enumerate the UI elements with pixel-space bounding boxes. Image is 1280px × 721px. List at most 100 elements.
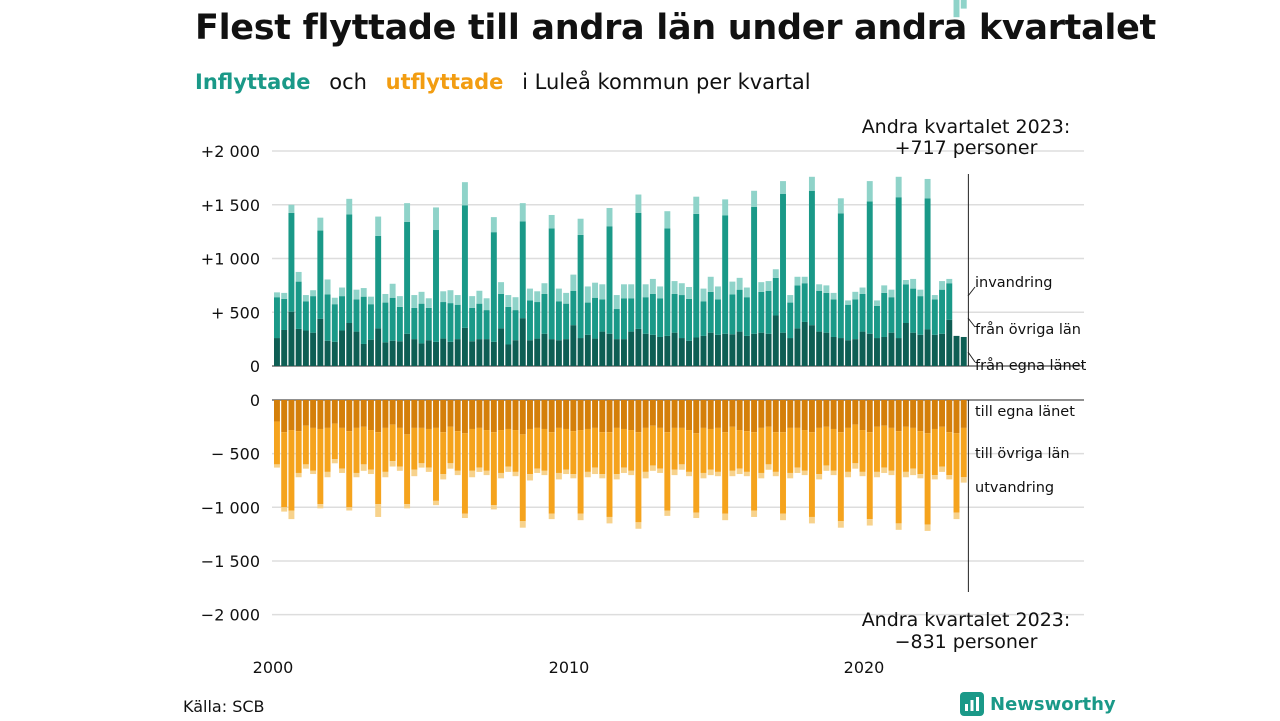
outflow-bar-0 xyxy=(375,400,382,433)
inflow-bar-1 xyxy=(808,190,815,326)
inflow-bar-1 xyxy=(360,296,367,344)
inflow-bar-1 xyxy=(924,198,931,330)
inflow-bar-0 xyxy=(765,333,772,366)
inflow-bar-2 xyxy=(274,292,280,298)
outflow-bar-0 xyxy=(396,400,403,428)
inflow-bar-1 xyxy=(837,213,844,339)
outflow-bar-0 xyxy=(816,400,823,428)
annotation-top-line1: Andra kvartalet 2023: xyxy=(862,116,1071,138)
outflow-bar-2 xyxy=(859,471,866,477)
inflow-bar-0 xyxy=(671,332,678,366)
inflow-bar-1 xyxy=(787,302,794,339)
outflow-bar-2 xyxy=(353,472,360,478)
outflow-bar-1 xyxy=(360,426,367,465)
inflow-bar-2 xyxy=(808,176,815,191)
outflow-bar-2 xyxy=(743,471,750,477)
inflow-bar-1 xyxy=(382,302,389,343)
inflow-bar-2 xyxy=(671,281,678,294)
inflow-bar-1 xyxy=(367,304,374,340)
outflow-bar-2 xyxy=(440,474,447,480)
inflow-bar-0 xyxy=(584,334,591,366)
inflow-bar-0 xyxy=(946,319,953,366)
inflow-bar-1 xyxy=(946,283,953,320)
inflow-bar-0 xyxy=(758,332,765,366)
outflow-bar-1 xyxy=(317,428,324,505)
inflow-bar-0 xyxy=(555,340,562,366)
inflow-bar-2 xyxy=(931,295,938,300)
inflow-bar-0 xyxy=(859,331,866,366)
inflow-bar-0 xyxy=(621,339,627,366)
outflow-bar-1 xyxy=(671,427,678,470)
inflow-bar-0 xyxy=(772,315,779,366)
inflow-bar-2 xyxy=(823,285,830,293)
inflow-bar-0 xyxy=(563,339,570,366)
inflow-bar-2 xyxy=(555,288,562,302)
inflow-bar-0 xyxy=(599,331,606,366)
inflow-bar-0 xyxy=(317,318,324,366)
inflow-bar-1 xyxy=(324,294,331,341)
outflow-bar-1 xyxy=(302,425,309,465)
inflow-bar-0 xyxy=(440,338,447,366)
inflow-bar-1 xyxy=(613,309,620,340)
inflow-bar-0 xyxy=(425,340,432,366)
inflow-bar-2 xyxy=(541,283,548,294)
inflow-bar-1 xyxy=(519,221,526,319)
inflow-bar-0 xyxy=(801,321,808,366)
outflow-bar-2 xyxy=(360,464,367,471)
outflow-bar-1 xyxy=(693,433,700,513)
outflow-bar-2 xyxy=(671,469,678,476)
outflow-bar-1 xyxy=(801,430,808,471)
inflow-bar-0 xyxy=(888,332,895,366)
outflow-bar-0 xyxy=(418,400,425,428)
inflow-bar-1 xyxy=(418,303,425,344)
outflow-bar-2 xyxy=(367,469,374,475)
outflow-bar-1 xyxy=(490,432,497,506)
outflow-bar-0 xyxy=(346,400,353,432)
inflow-bar-0 xyxy=(743,335,750,366)
outflow-bar-2 xyxy=(736,468,743,475)
series-label-bottom: utvandring xyxy=(975,480,1054,496)
inflow-bar-2 xyxy=(396,296,403,307)
outflow-bar-0 xyxy=(628,400,635,431)
inflow-bar-2 xyxy=(902,280,909,285)
outflow-bar-1 xyxy=(613,427,620,475)
inflow-bar-0 xyxy=(678,338,685,366)
outflow-bar-0 xyxy=(693,400,700,434)
outflow-bar-0 xyxy=(498,400,505,431)
inflow-bar-0 xyxy=(396,341,403,366)
inflow-bar-0 xyxy=(302,330,309,366)
outflow-bar-2 xyxy=(780,513,786,521)
outflow-bar-0 xyxy=(527,400,533,429)
outflow-bar-2 xyxy=(476,467,483,472)
inflow-bar-0 xyxy=(490,341,497,366)
outflow-bar-2 xyxy=(302,464,309,469)
outflow-bar-0 xyxy=(295,400,302,432)
outflow-bar-2 xyxy=(483,470,490,476)
inflow-bar-1 xyxy=(657,298,664,337)
outflow-bar-2 xyxy=(801,470,808,476)
outflow-bar-1 xyxy=(592,427,599,468)
inflow-bar-2 xyxy=(714,286,721,300)
outflow-bar-0 xyxy=(714,400,721,428)
outflow-bar-2 xyxy=(281,507,288,512)
outflow-bar-1 xyxy=(483,430,490,471)
inflow-bar-2 xyxy=(628,284,635,299)
inflow-bar-0 xyxy=(845,340,852,366)
inflow-bar-2 xyxy=(599,284,606,300)
outflow-bar-2 xyxy=(881,467,888,473)
outflow-bar-0 xyxy=(678,400,685,428)
inflow-bar-0 xyxy=(274,338,280,366)
outflow-bar-0 xyxy=(512,400,519,431)
outflow-bar-1 xyxy=(808,432,815,517)
inflow-bar-0 xyxy=(541,333,548,366)
outflow-bar-0 xyxy=(635,400,642,433)
outflow-bar-2 xyxy=(411,469,418,477)
inflow-bar-1 xyxy=(729,294,736,335)
inflow-bar-2 xyxy=(505,295,512,307)
outflow-bar-2 xyxy=(534,468,541,473)
inflow-bar-1 xyxy=(743,297,750,336)
outflow-bar-0 xyxy=(939,400,946,427)
outflow-bar-2 xyxy=(664,510,671,516)
inflow-bar-2 xyxy=(418,291,425,304)
inflow-bar-2 xyxy=(577,218,584,235)
